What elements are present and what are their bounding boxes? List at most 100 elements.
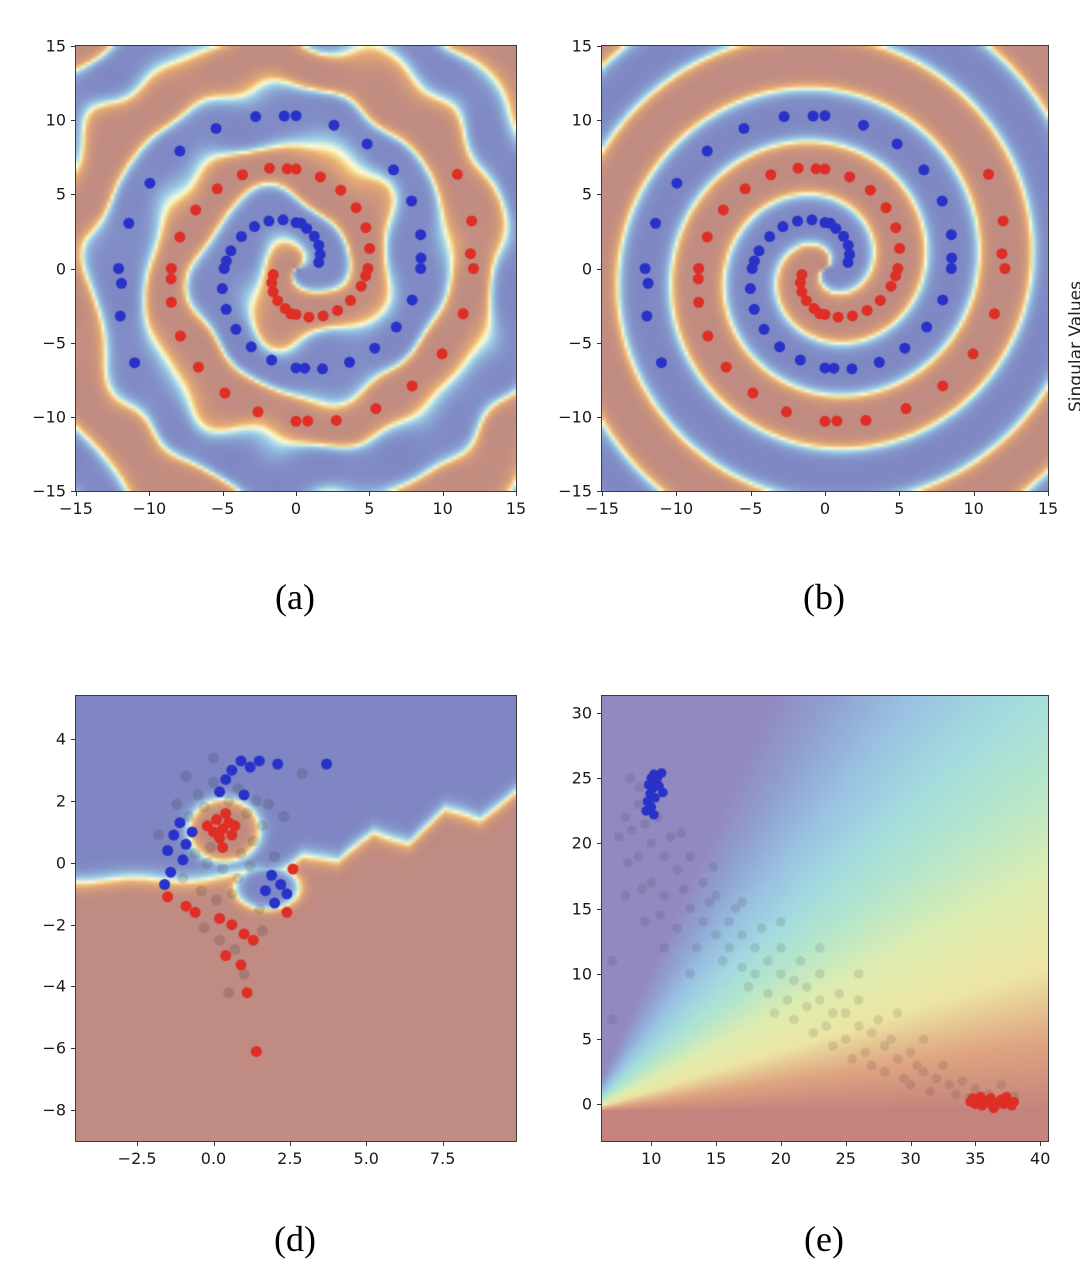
y-tick-label: −5 [42, 333, 66, 353]
y-tick-mark [71, 342, 76, 344]
subplot-d: −2.5 0.0 2.5 5.0 7.5 −8 −6 −4 −2 0 2 4 [42, 695, 517, 1168]
subplot-caption-b: (b) [803, 577, 845, 617]
decision-plot-canvas-e [602, 696, 1048, 1141]
y-tick-mark [71, 801, 76, 803]
y-tick-mark [597, 973, 602, 975]
x-tick-label: −2.5 [117, 1149, 157, 1168]
subplot-b: −15 −10 −5 0 5 10 15 −15 −10 −5 0 5 10 15 [558, 37, 1058, 519]
x-tick-mark [975, 1141, 977, 1146]
x-tick-mark [910, 1141, 912, 1146]
x-tick-label: 5 [894, 499, 905, 518]
x-tick-label: 5.0 [353, 1149, 379, 1168]
y-tick-mark [597, 1104, 602, 1106]
subplot-e: 10 15 20 25 30 35 40 0 5 10 15 20 25 30 [572, 695, 1050, 1168]
x-tick-mark [1040, 1141, 1042, 1146]
y-tick-mark [71, 46, 76, 47]
x-tick-mark [602, 491, 603, 496]
x-tick-label: 15 [1037, 499, 1059, 518]
y-tick-label: 30 [571, 703, 592, 723]
y-tick-mark [597, 342, 602, 344]
y-tick-label: 0 [55, 259, 66, 278]
y-tick-label: 10 [45, 110, 66, 130]
subplot-a: −15 −10 −5 0 5 10 15 −15 −10 −5 0 5 10 15 [32, 37, 526, 519]
x-tick-mark [149, 491, 151, 496]
y-tick-mark [71, 739, 76, 741]
decision-plot-canvas-b [602, 46, 1048, 491]
y-tick-mark [71, 924, 76, 926]
decision-plot-canvas-a [76, 46, 516, 491]
x-tick-mark [676, 491, 678, 496]
x-tick-mark [442, 1141, 444, 1146]
x-tick-label: 5 [364, 499, 375, 518]
y-tick-label: −6 [42, 1038, 66, 1058]
y-tick-label: −5 [568, 333, 592, 353]
y-tick-mark [597, 908, 602, 910]
y-tick-label: −2 [42, 915, 66, 935]
y-tick-label: 15 [571, 899, 592, 919]
x-tick-mark [750, 491, 752, 496]
y-tick-mark [597, 46, 602, 47]
x-tick-label: 10 [432, 499, 453, 518]
x-tick-mark [369, 491, 371, 496]
x-tick-mark [296, 491, 297, 496]
x-tick-label: −10 [659, 499, 694, 518]
x-tick-label: −5 [210, 499, 235, 518]
y-tick-mark [597, 416, 602, 418]
y-tick-label: 4 [55, 729, 66, 749]
y-tick-label: −8 [42, 1100, 66, 1120]
y-tick-label: 0 [581, 1094, 592, 1114]
y-tick-label: 25 [571, 768, 592, 788]
y-tick-mark [597, 120, 602, 122]
y-tick-mark [597, 268, 602, 270]
y-tick-mark [71, 1110, 76, 1112]
x-tick-mark [213, 1141, 215, 1146]
x-tick-label: 0 [290, 499, 302, 518]
x-tick-label: 20 [770, 1149, 792, 1168]
subplot-caption-a: (a) [275, 577, 315, 617]
y-tick-mark [71, 120, 76, 122]
x-tick-label: 30 [900, 1149, 921, 1168]
x-tick-mark [366, 1141, 368, 1146]
subplot-caption-d: (d) [274, 1219, 316, 1259]
x-tick-mark [1048, 491, 1049, 496]
y-tick-label: 0 [581, 259, 592, 278]
x-tick-mark [825, 491, 826, 496]
x-tick-label: 0.0 [200, 1149, 227, 1168]
y-tick-label: 15 [571, 36, 592, 56]
x-tick-label: −5 [738, 499, 763, 518]
y-tick-label: 10 [571, 964, 592, 984]
y-tick-mark [71, 1048, 76, 1050]
y-tick-label: 5 [581, 184, 592, 204]
y-tick-label: 20 [571, 833, 592, 853]
x-tick-label: −15 [59, 499, 93, 518]
y-tick-mark [71, 862, 76, 864]
x-tick-label: −10 [132, 499, 167, 518]
y-tick-label: −15 [32, 481, 66, 501]
subplot-caption-e: (e) [804, 1219, 844, 1259]
x-tick-mark [973, 491, 975, 496]
x-tick-mark [222, 491, 224, 496]
x-tick-mark [516, 491, 517, 496]
x-tick-mark [289, 1141, 291, 1146]
y-tick-mark [597, 491, 602, 492]
y-tick-mark [71, 416, 76, 418]
y-tick-mark [71, 194, 76, 196]
y-tick-mark [597, 194, 602, 196]
x-tick-label: 15 [705, 1149, 727, 1168]
x-tick-label: 35 [965, 1149, 986, 1168]
y-tick-mark [71, 986, 76, 988]
y-tick-label: −10 [32, 407, 66, 427]
x-tick-mark [845, 1141, 847, 1146]
y-tick-label: 2 [55, 791, 66, 811]
y-tick-mark [71, 268, 76, 270]
y-tick-label: −15 [558, 481, 592, 501]
x-tick-mark [442, 491, 444, 496]
x-tick-mark [899, 491, 901, 496]
x-tick-label: 2.5 [277, 1149, 303, 1168]
x-tick-label: 40 [1030, 1149, 1051, 1168]
y-tick-label: 0 [55, 853, 66, 873]
x-tick-label: 0 [819, 499, 831, 518]
x-tick-label: 7.5 [429, 1149, 456, 1168]
y-tick-mark [597, 712, 602, 714]
y-tick-label: 10 [571, 110, 592, 130]
